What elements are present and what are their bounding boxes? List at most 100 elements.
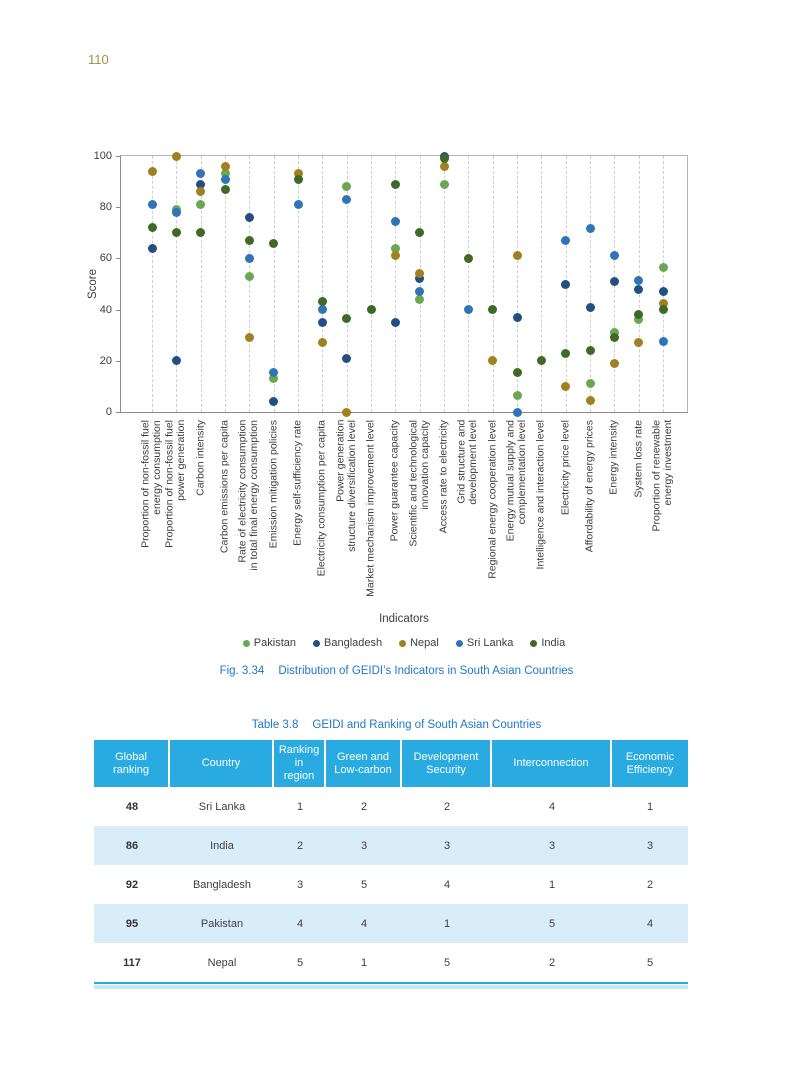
table-cell-global-ranking: 86 [125, 839, 139, 852]
data-point-nepal [561, 381, 571, 391]
data-point-india [536, 356, 546, 366]
data-point-india [342, 314, 352, 324]
legend-label: India [541, 637, 566, 649]
x-tick-label-text: Proportion of non-fossil fuel energy cons… [139, 420, 164, 548]
grid-line [395, 156, 397, 412]
data-point-pakistan [634, 315, 644, 325]
table-header-cell: Interconnection [492, 740, 612, 787]
table-caption-label: Table 3.8 [251, 719, 299, 731]
x-tick-label-text: Affordability of energy prices [583, 420, 596, 553]
grid-line [225, 156, 226, 412]
data-point-india [269, 238, 279, 248]
y-tick-label: 60 [99, 252, 112, 265]
x-tick-label-text: Energy intensity [607, 420, 620, 495]
data-point-nepal [390, 251, 400, 261]
x-tick-label: Grid structure and development level [456, 420, 480, 505]
table-cell-value: 5 [548, 917, 556, 930]
grid-line [517, 156, 518, 412]
data-point-sri-lanka [269, 367, 279, 377]
x-tick-label-text: Emission mitigation policies [266, 420, 279, 549]
x-tick-label-text: Regional energy cooperation level [485, 420, 498, 579]
data-point-pakistan [658, 262, 668, 272]
table-cell-global-ranking: 95 [125, 917, 139, 930]
table-header-cell: Green and Low-carbon [326, 740, 402, 787]
y-tick-mark [116, 412, 120, 413]
table-cell-country: Nepal [207, 956, 237, 969]
x-tick-label: Intelligence and interaction level [535, 420, 548, 569]
legend-marker [530, 639, 538, 647]
table-row: 117 Nepal 5 1 5 2 5 [94, 943, 688, 982]
x-tick-label: System loss rate [632, 420, 645, 498]
data-point-nepal [488, 356, 498, 366]
grid-line [176, 156, 178, 412]
data-point-nepal [342, 407, 352, 417]
data-point-nepal [439, 161, 449, 171]
data-point-sri-lanka [415, 287, 425, 297]
table-cell-value: 4 [296, 917, 304, 930]
table-cell-value: 1 [443, 917, 451, 930]
data-point-bangladesh [269, 397, 279, 407]
y-tick-mark [116, 207, 120, 209]
grid-line [273, 156, 275, 412]
table-cell-value: 4 [548, 800, 556, 813]
data-point-bangladesh [609, 276, 619, 286]
grid-line [200, 156, 202, 412]
table-cell-global-ranking: 92 [125, 878, 139, 891]
table-caption-text: GEIDI and Ranking of South Asian Countri… [312, 719, 542, 731]
grid-line [492, 156, 494, 412]
data-point-sri-lanka [561, 235, 571, 245]
data-point-nepal [415, 269, 425, 279]
table-bottom-band [94, 985, 688, 989]
x-tick-label: Scientific and technological innovation c… [407, 420, 431, 547]
data-point-pakistan [439, 179, 449, 189]
table-cell-value: 1 [548, 878, 556, 891]
data-point-india [244, 235, 254, 245]
x-tick-label: Power generation structure diversificatio… [334, 420, 358, 552]
table-cell-value: 2 [443, 800, 451, 813]
data-point-nepal [609, 358, 619, 368]
table-bottom-line [94, 982, 688, 984]
x-tick-label: Rate of electricity consumption in total … [237, 420, 261, 571]
grid-line [419, 156, 421, 412]
data-point-sri-lanka [390, 216, 400, 226]
legend-label: Bangladesh [324, 637, 383, 649]
grid-line [590, 156, 591, 412]
table-cell-value: 1 [296, 800, 304, 813]
x-tick-label: Proportion of renewable energy investment [650, 420, 675, 532]
legend-marker [455, 639, 463, 647]
data-point-bangladesh [171, 356, 181, 366]
x-tick-label: Energy mutual supply and complementation … [505, 420, 529, 541]
x-tick-label-text: Access rate to electricity [437, 420, 450, 534]
data-point-sri-lanka [609, 251, 619, 261]
table-row: 95 Pakistan 4 4 1 5 4 [94, 904, 688, 943]
grid-line [152, 156, 153, 412]
data-point-bangladesh [561, 279, 571, 289]
table-cell-value: 2 [360, 800, 368, 813]
table-body: 48 Sri Lanka 1 2 2 4 1 86 India 2 3 3 3 3 92 Bangladesh… [94, 787, 688, 982]
legend-item-nepal: Nepal [399, 637, 439, 649]
data-point-nepal [147, 166, 157, 176]
chart-legend: Pakistan Bangladesh Nepal Sri Lanka India [100, 637, 708, 649]
data-point-bangladesh [415, 274, 425, 284]
data-point-india [220, 184, 230, 194]
x-tick-label-text: Proportion of renewable energy investment [650, 420, 675, 532]
table-row: 92 Bangladesh 3 5 4 1 2 [94, 865, 688, 904]
data-point-india [317, 297, 327, 307]
data-point-sri-lanka [244, 253, 254, 263]
x-axis-title: Indicators [379, 613, 429, 625]
data-point-nepal [317, 338, 327, 348]
data-point-sri-lanka [171, 207, 181, 217]
data-point-sri-lanka [317, 305, 327, 315]
data-point-nepal [244, 333, 254, 343]
x-tick-label: Access rate to electricity [437, 420, 450, 534]
table-cell-value: 5 [646, 956, 654, 969]
table-header-cell: Development Security [402, 740, 492, 787]
legend-label: Nepal [410, 637, 439, 649]
data-point-india [658, 305, 668, 315]
y-tick-mark [116, 360, 120, 362]
data-point-pakistan [342, 182, 352, 192]
table-header: Global ranking Country Ranking in region Gr… [94, 740, 688, 787]
data-point-india [293, 174, 303, 184]
table-cell-value: 4 [646, 917, 654, 930]
data-point-nepal [585, 395, 595, 405]
